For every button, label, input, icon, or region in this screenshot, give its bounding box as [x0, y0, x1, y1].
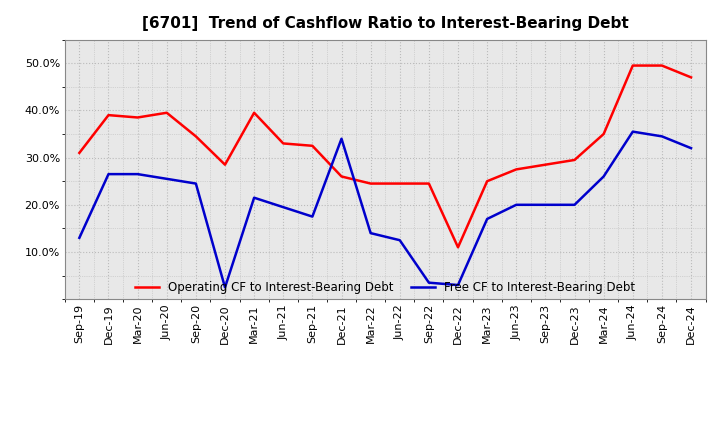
Line: Free CF to Interest-Bearing Debt: Free CF to Interest-Bearing Debt — [79, 132, 691, 287]
Operating CF to Interest-Bearing Debt — [104, 113, 113, 118]
Operating CF to Interest-Bearing Debt — [250, 110, 258, 115]
Operating CF to Interest-Bearing Debt — [308, 143, 317, 148]
Operating CF to Interest-Bearing Debt — [570, 158, 579, 163]
Operating CF to Interest-Bearing Debt — [192, 134, 200, 139]
Free CF to Interest-Bearing Debt — [687, 146, 696, 151]
Free CF to Interest-Bearing Debt — [483, 216, 492, 222]
Operating CF to Interest-Bearing Debt — [75, 150, 84, 155]
Free CF to Interest-Bearing Debt — [75, 235, 84, 241]
Title: [6701]  Trend of Cashflow Ratio to Interest-Bearing Debt: [6701] Trend of Cashflow Ratio to Intere… — [142, 16, 629, 32]
Free CF to Interest-Bearing Debt — [629, 129, 637, 134]
Free CF to Interest-Bearing Debt — [366, 231, 375, 236]
Operating CF to Interest-Bearing Debt — [163, 110, 171, 115]
Line: Operating CF to Interest-Bearing Debt: Operating CF to Interest-Bearing Debt — [79, 66, 691, 247]
Operating CF to Interest-Bearing Debt — [687, 75, 696, 80]
Free CF to Interest-Bearing Debt — [570, 202, 579, 207]
Free CF to Interest-Bearing Debt — [454, 282, 462, 288]
Free CF to Interest-Bearing Debt — [308, 214, 317, 219]
Operating CF to Interest-Bearing Debt — [483, 179, 492, 184]
Free CF to Interest-Bearing Debt — [512, 202, 521, 207]
Operating CF to Interest-Bearing Debt — [133, 115, 142, 120]
Free CF to Interest-Bearing Debt — [599, 174, 608, 179]
Free CF to Interest-Bearing Debt — [279, 205, 287, 210]
Operating CF to Interest-Bearing Debt — [279, 141, 287, 146]
Free CF to Interest-Bearing Debt — [395, 238, 404, 243]
Free CF to Interest-Bearing Debt — [541, 202, 550, 207]
Operating CF to Interest-Bearing Debt — [629, 63, 637, 68]
Operating CF to Interest-Bearing Debt — [657, 63, 666, 68]
Free CF to Interest-Bearing Debt — [192, 181, 200, 186]
Operating CF to Interest-Bearing Debt — [366, 181, 375, 186]
Operating CF to Interest-Bearing Debt — [395, 181, 404, 186]
Free CF to Interest-Bearing Debt — [220, 285, 229, 290]
Operating CF to Interest-Bearing Debt — [425, 181, 433, 186]
Free CF to Interest-Bearing Debt — [425, 280, 433, 285]
Free CF to Interest-Bearing Debt — [163, 176, 171, 181]
Operating CF to Interest-Bearing Debt — [599, 132, 608, 137]
Free CF to Interest-Bearing Debt — [250, 195, 258, 200]
Free CF to Interest-Bearing Debt — [133, 172, 142, 177]
Operating CF to Interest-Bearing Debt — [541, 162, 550, 167]
Free CF to Interest-Bearing Debt — [657, 134, 666, 139]
Free CF to Interest-Bearing Debt — [337, 136, 346, 141]
Operating CF to Interest-Bearing Debt — [512, 167, 521, 172]
Operating CF to Interest-Bearing Debt — [454, 245, 462, 250]
Operating CF to Interest-Bearing Debt — [337, 174, 346, 179]
Operating CF to Interest-Bearing Debt — [220, 162, 229, 167]
Free CF to Interest-Bearing Debt — [104, 172, 113, 177]
Legend: Operating CF to Interest-Bearing Debt, Free CF to Interest-Bearing Debt: Operating CF to Interest-Bearing Debt, F… — [130, 276, 640, 298]
